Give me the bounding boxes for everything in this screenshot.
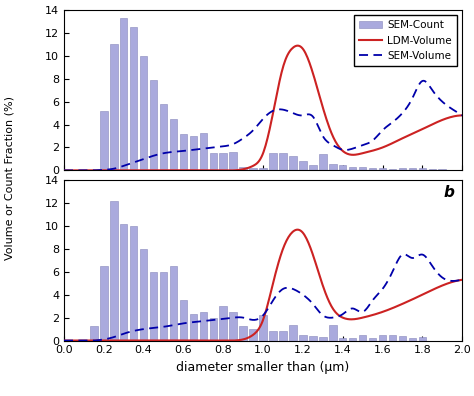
Bar: [269, 153, 277, 170]
Bar: [299, 161, 307, 170]
Bar: [120, 18, 128, 170]
Bar: [279, 153, 287, 170]
Bar: [190, 136, 197, 170]
Bar: [190, 314, 197, 341]
Bar: [259, 315, 267, 341]
Bar: [150, 272, 157, 341]
Bar: [100, 266, 108, 341]
Bar: [249, 168, 257, 170]
Bar: [210, 153, 217, 170]
Bar: [259, 168, 267, 170]
Bar: [110, 201, 118, 341]
Bar: [389, 169, 396, 170]
Bar: [160, 272, 167, 341]
Bar: [180, 301, 187, 341]
Bar: [140, 56, 147, 170]
Bar: [249, 329, 257, 341]
Bar: [309, 336, 317, 341]
Bar: [359, 167, 366, 170]
Bar: [210, 318, 217, 341]
Bar: [319, 154, 327, 170]
Bar: [339, 165, 346, 170]
Bar: [438, 169, 446, 170]
Bar: [160, 104, 167, 170]
Bar: [219, 306, 227, 341]
Bar: [399, 336, 406, 341]
Bar: [110, 44, 118, 170]
Bar: [369, 338, 376, 341]
Bar: [389, 335, 396, 341]
Bar: [369, 168, 376, 170]
X-axis label: diameter smaller than (μm): diameter smaller than (μm): [176, 361, 350, 374]
Bar: [279, 331, 287, 341]
Bar: [359, 335, 366, 341]
Bar: [339, 338, 346, 341]
Bar: [289, 324, 297, 341]
Bar: [140, 249, 147, 341]
Bar: [379, 335, 386, 341]
Text: Volume or Count Fraction (%): Volume or Count Fraction (%): [5, 96, 15, 260]
Bar: [180, 134, 187, 170]
Bar: [409, 168, 416, 170]
Bar: [100, 111, 108, 170]
Bar: [229, 312, 237, 341]
Bar: [90, 326, 98, 341]
Bar: [269, 331, 277, 341]
Bar: [329, 164, 337, 170]
Bar: [289, 156, 297, 170]
Bar: [239, 167, 247, 170]
Bar: [419, 168, 426, 170]
Bar: [229, 152, 237, 170]
Bar: [419, 337, 426, 341]
Bar: [309, 165, 317, 170]
Bar: [299, 335, 307, 341]
Bar: [130, 226, 137, 341]
Bar: [349, 167, 356, 170]
Bar: [130, 27, 137, 170]
Bar: [319, 337, 327, 341]
Bar: [170, 266, 177, 341]
Bar: [120, 224, 128, 341]
Text: a: a: [444, 15, 454, 30]
Bar: [239, 326, 247, 341]
Bar: [219, 153, 227, 170]
Legend: SEM-Count, LDM-Volume, SEM-Volume: SEM-Count, LDM-Volume, SEM-Volume: [354, 15, 457, 66]
Bar: [150, 80, 157, 170]
Text: b: b: [443, 185, 454, 200]
Bar: [409, 338, 416, 341]
Bar: [200, 312, 207, 341]
Bar: [428, 169, 436, 170]
Bar: [399, 168, 406, 170]
Bar: [349, 338, 356, 341]
Bar: [170, 119, 177, 170]
Bar: [379, 168, 386, 170]
Bar: [329, 324, 337, 341]
Bar: [200, 133, 207, 170]
